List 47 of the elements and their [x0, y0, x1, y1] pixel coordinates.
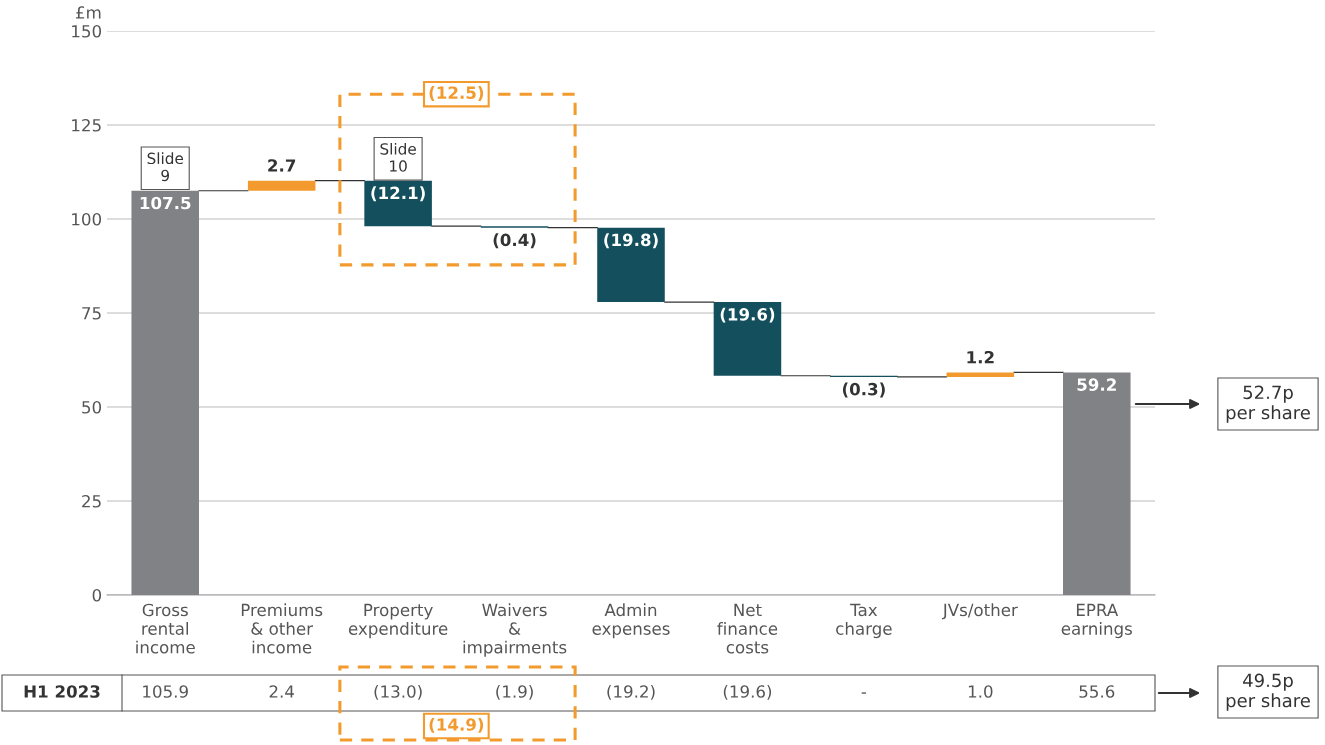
annotation: Slide 10: [380, 142, 416, 172]
bar: [946, 372, 1015, 377]
text: (19.2): [607, 684, 655, 700]
text: 49.5p per share: [1226, 673, 1310, 711]
text: -: [861, 692, 867, 694]
x-tick-label: Waivers & impairments: [463, 603, 567, 657]
annotation: (12.5): [429, 86, 484, 101]
text: H1 2023: [24, 685, 100, 698]
data-label: (0.4): [493, 233, 536, 249]
text: (1.9): [496, 684, 533, 700]
x-tick-label: Net finance costs: [717, 603, 778, 654]
text: 105.9: [143, 685, 188, 698]
data-label: 59.2: [1077, 378, 1116, 391]
data-label: 107.5: [140, 196, 191, 210]
y-tick-label: 100: [72, 212, 102, 226]
text: 2.4: [269, 685, 294, 698]
text: (14.9): [429, 717, 484, 733]
y-tick-label: 50: [82, 400, 102, 414]
bar: [597, 227, 665, 303]
data-label: (12.1): [371, 186, 425, 202]
y-tick-label: 25: [82, 494, 101, 508]
text: 1.0: [968, 685, 993, 698]
x-tick-label: Admin expenses: [592, 603, 670, 639]
y-tick-label: 75: [82, 307, 101, 320]
data-label: (19.8): [604, 233, 658, 249]
x-tick-label: Premiums & other income: [241, 603, 323, 654]
y-tick-label: 150: [72, 24, 102, 38]
data-label: 1.2: [967, 350, 994, 364]
text: 55.6: [1079, 685, 1115, 698]
x-tick-label: Property expenditure: [348, 603, 448, 639]
y-tick-label: 0: [92, 588, 102, 602]
x-tick-label: Tax charge: [836, 603, 892, 639]
bar: [713, 302, 782, 376]
x-tick-label: Gross rental income: [136, 603, 195, 654]
x-tick-label: EPRA earnings: [1061, 603, 1132, 639]
data-label: (0.3): [842, 382, 885, 398]
y-axis-title: £m: [76, 6, 101, 19]
text: 52.7p per share: [1226, 385, 1310, 423]
data-label: 2.7: [268, 159, 296, 172]
bar: [1063, 372, 1131, 595]
y-tick-label: 125: [72, 118, 101, 132]
bar: [247, 180, 316, 191]
text: (13.0): [374, 684, 422, 700]
annotation: Slide 9: [147, 152, 184, 182]
data-label: (19.6): [720, 307, 775, 323]
text: (19.6): [723, 684, 772, 700]
x-tick-label: JVs/other: [941, 603, 1018, 620]
